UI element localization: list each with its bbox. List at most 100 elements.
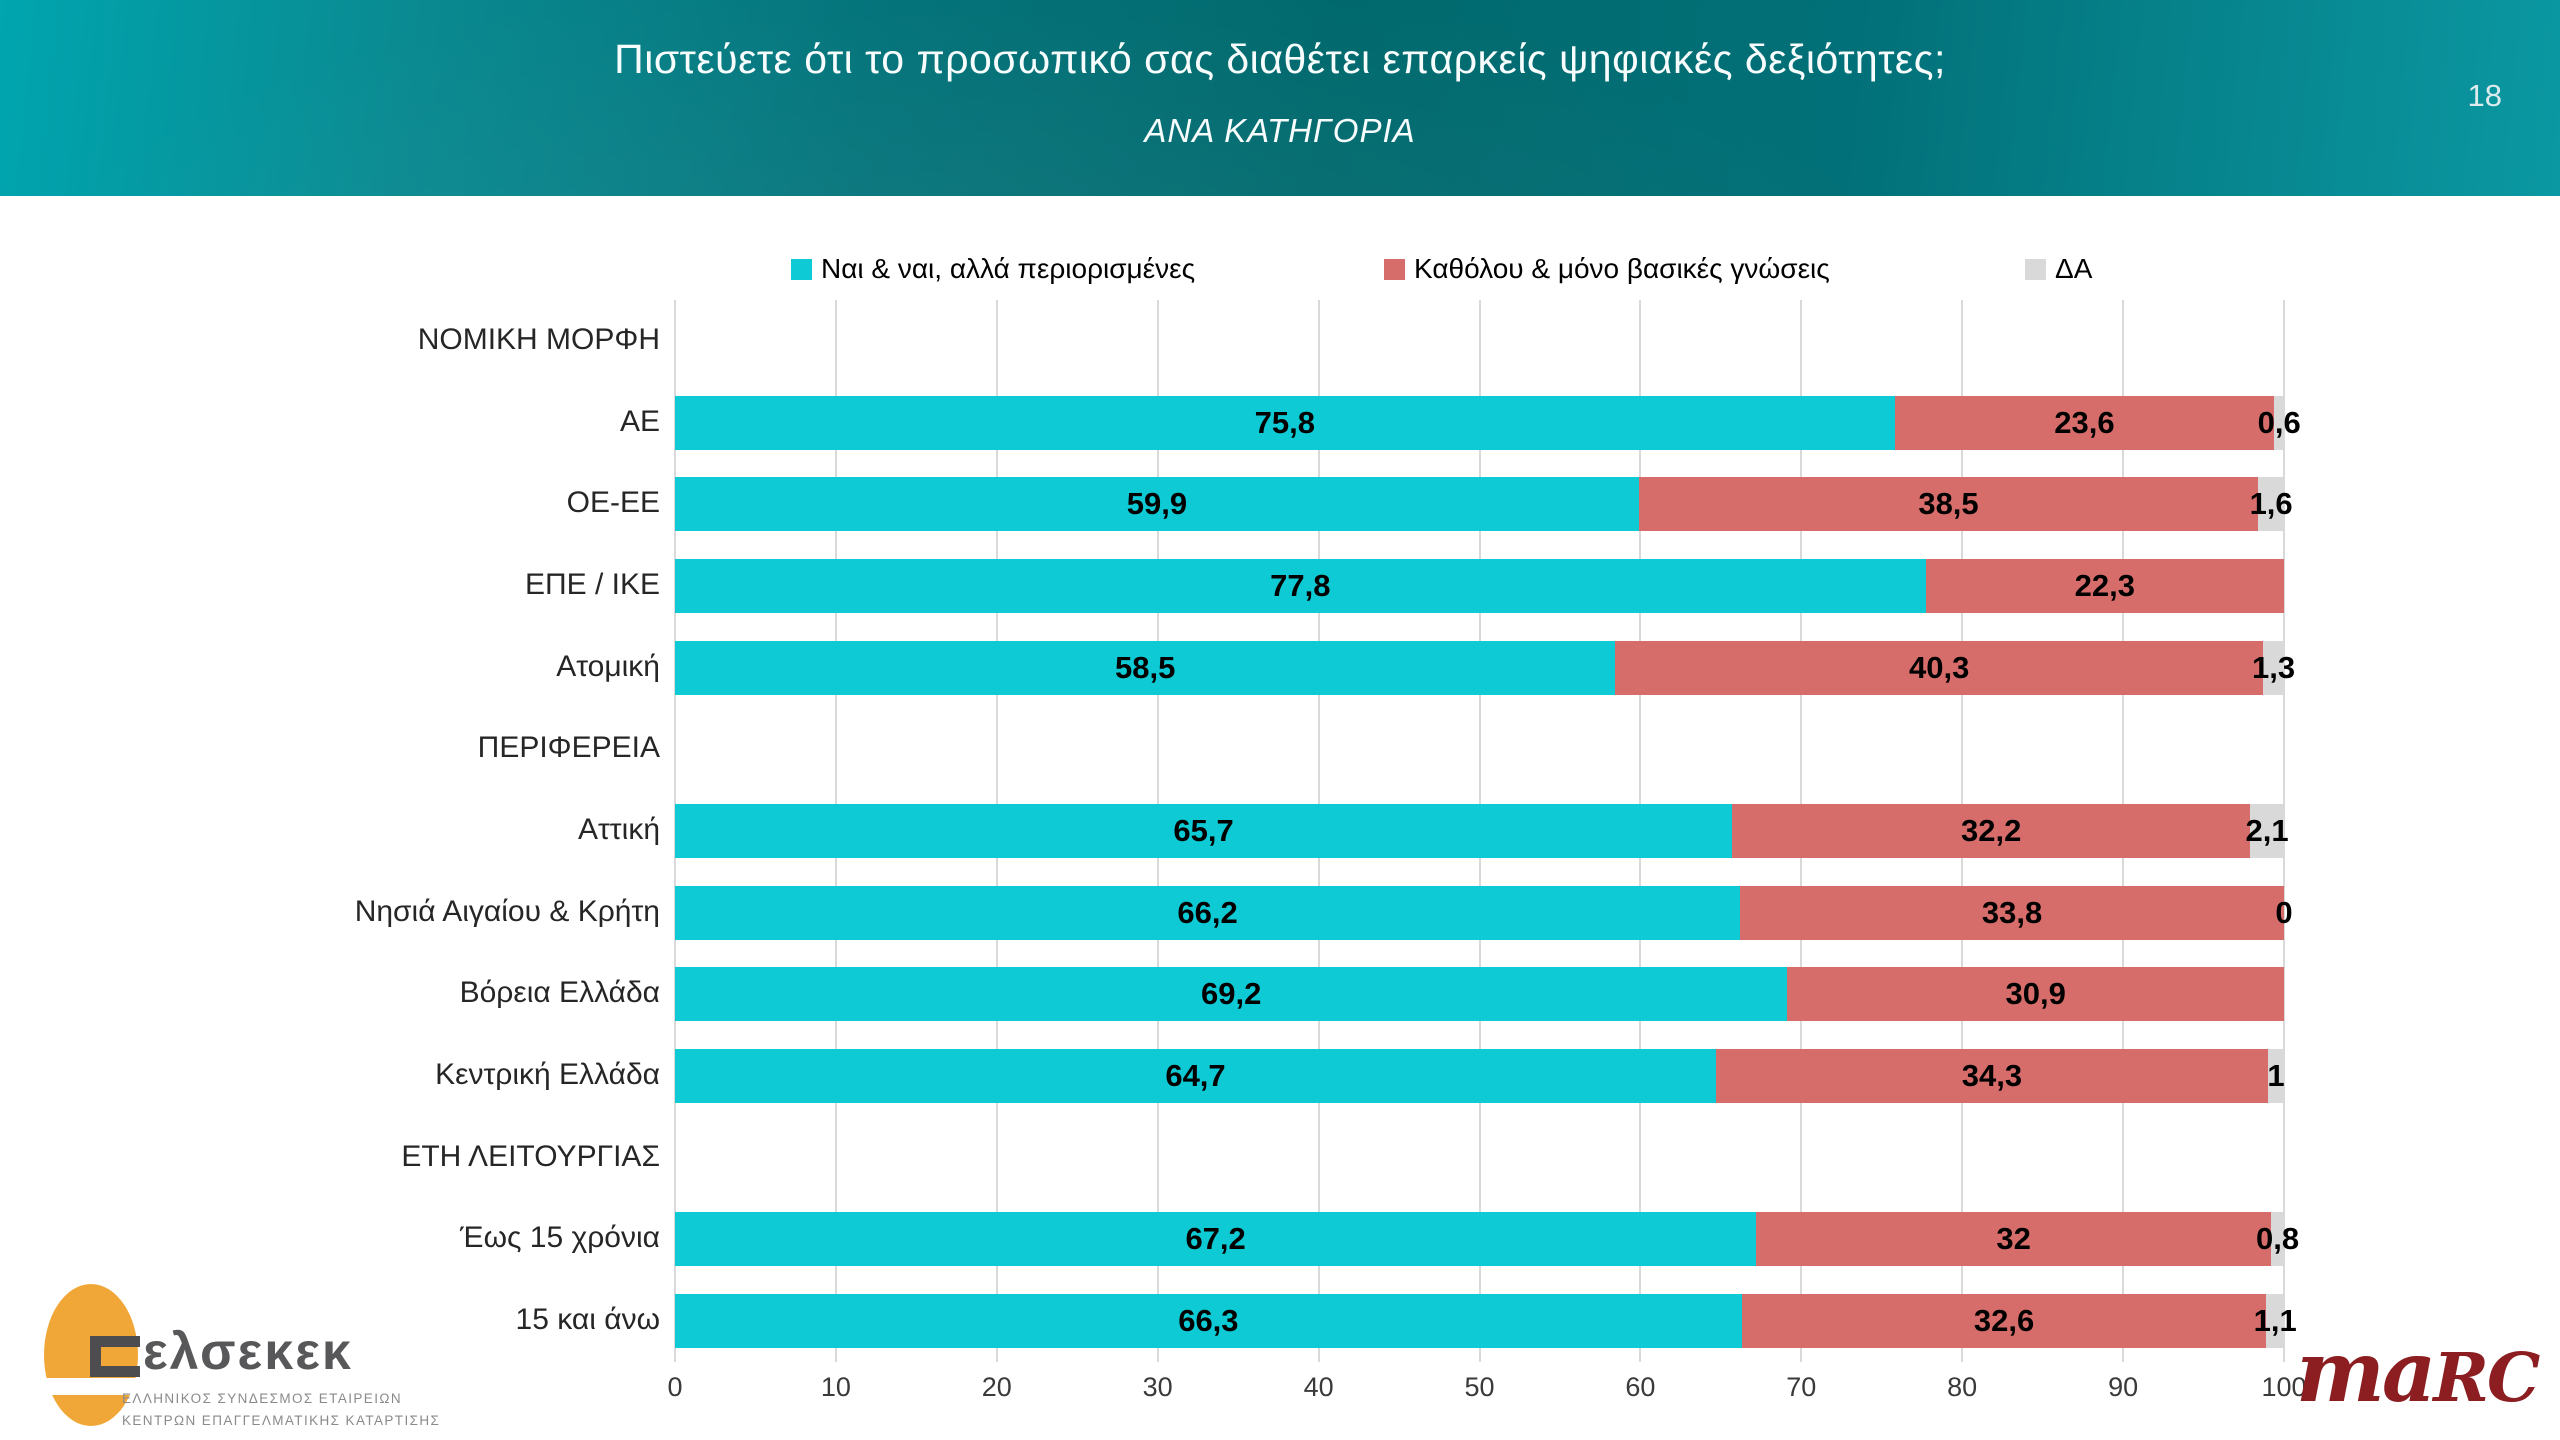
x-axis-tick: 0: [667, 1372, 683, 1402]
bar-segment-dk: 1,3: [2252, 640, 2295, 695]
legend-swatch: [791, 258, 812, 280]
stacked-bar: 66,3 32,6 1,1: [675, 1294, 2297, 1349]
x-axis-tick: 70: [1786, 1372, 1817, 1402]
stacked-bar: 67,2 32 0,8: [675, 1212, 2299, 1267]
bar-segment-yes: 65,7: [675, 803, 1733, 858]
bar-segment-dk: 1: [2267, 1049, 2285, 1104]
chart-row: 66,3 32,6 1,1: [675, 1280, 2297, 1362]
bar-segment-dk: 0,6: [2258, 395, 2301, 450]
value-label: 32: [1996, 1221, 2031, 1257]
x-axis-tick: 40: [1303, 1372, 1334, 1402]
stacked-bar: 77,8 22,3: [675, 558, 2284, 613]
category-label: Βόρεια Ελλάδα: [459, 976, 660, 1010]
legend-label: Ναι & ναι, αλλά περιορισμένες: [821, 253, 1196, 284]
bar-segment-yes: 69,2: [675, 967, 1788, 1022]
page-number: 18: [2467, 78, 2502, 113]
value-label: 58,5: [1114, 649, 1176, 685]
page-title: Πιστεύετε ότι το προσωπικό σας διαθέτει …: [614, 36, 1946, 82]
value-label: 59,9: [1126, 486, 1188, 522]
value-label: 64,7: [1165, 1058, 1226, 1094]
legend-label: Καθόλου & μόνο βασικές γνώσεις: [1414, 253, 1830, 284]
x-axis-tick: 10: [820, 1372, 851, 1402]
category-label: Νησιά Αιγαίου & Κρήτη: [354, 894, 660, 928]
value-label: 33,8: [1981, 894, 2043, 930]
value-label: 67,2: [1185, 1221, 1246, 1257]
gridline: [2283, 300, 2285, 1362]
value-label: 32,2: [1960, 812, 2022, 848]
x-axis-tick: 60: [1625, 1372, 1656, 1402]
value-label: 69,2: [1200, 976, 1262, 1012]
x-axis-tick: 100: [2261, 1372, 2307, 1402]
legend-swatch: [1384, 258, 1405, 280]
bar-segment-dk: 1,1: [2254, 1294, 2297, 1349]
elsekek-logo: ελσεκεκ ΕΛΛΗΝΙΚΟΣ ΣΥΝΔΕΣΜΟΣ ΕΤΑΙΡΕΙΩΝ ΚΕ…: [38, 1284, 441, 1434]
x-axis-tick: 30: [1142, 1372, 1173, 1402]
bar-segment-no: 32: [1756, 1212, 2272, 1267]
x-axis-tick: 80: [1947, 1372, 1978, 1402]
value-label: 22,3: [2074, 567, 2135, 603]
value-label: 1: [2267, 1058, 2285, 1094]
value-label: 1,6: [2249, 486, 2293, 522]
bar-segment-yes: 66,2: [675, 885, 1741, 940]
bar-segment-no: 32,6: [1741, 1294, 2267, 1349]
bar-segment-no: 30,9: [1787, 967, 2284, 1022]
stacked-bar: 65,7 32,2 2,1: [675, 803, 2289, 858]
chart-row: 67,2 32 0,8: [675, 1199, 2299, 1281]
chart-row: 69,2 30,9: [675, 954, 2284, 1036]
chart-row: 64,7 34,3 1: [675, 1035, 2285, 1117]
chart-row: 58,5 40,3 1,3: [675, 627, 2295, 709]
value-label: 1,1: [2253, 1303, 2297, 1339]
stacked-bar: 69,2 30,9: [675, 967, 2284, 1022]
category-label: Έως 15 χρόνια: [460, 1221, 660, 1255]
bar-segment-no: 23,6: [1894, 395, 2275, 450]
stacked-bar: 75,8 23,6 0,6: [675, 395, 2301, 450]
elsekek-caption: ΕΛΛΗΝΙΚΟΣ ΣΥΝΔΕΣΜΟΣ ΕΤΑΙΡΕΙΩΝ ΚΕΝΤΡΩΝ ΕΠ…: [122, 1391, 441, 1428]
elsekek-wordmark: ελσεκεκ: [143, 1323, 353, 1381]
bar-segment-no: 38,5: [1638, 477, 2259, 532]
category-label: Αττική: [577, 813, 660, 846]
chart-row: 75,8 23,6 0,6: [675, 382, 2301, 464]
category-label: 15 και άνω: [515, 1303, 660, 1337]
x-axis-tick: 90: [2108, 1372, 2139, 1402]
header-band: Πιστεύετε ότι το προσωπικό σας διαθέτει …: [0, 0, 2560, 196]
category-label: ΑΕ: [619, 404, 660, 438]
legend-label: ΔΑ: [2055, 253, 2093, 284]
value-label: 40,3: [1909, 649, 1970, 685]
category-label: Ατομική: [556, 649, 660, 683]
bar-segment-no: 34,3: [1716, 1049, 2268, 1104]
legend-item: ΔΑ: [2025, 252, 2092, 286]
value-label: 65,7: [1173, 812, 1234, 848]
bar-segment-no: 40,3: [1615, 640, 2264, 695]
section-label: ΕΤΗ ΛΕΙΤΟΥΡΓΙΑΣ: [401, 1139, 660, 1173]
bar-segment-dk: 2,1: [2246, 803, 2289, 858]
bar-segment-yes: 67,2: [675, 1212, 1757, 1267]
chart-row: 59,9 38,5 1,6: [675, 463, 2293, 545]
bar-segment-yes: 77,8: [675, 558, 1926, 613]
bar-segment-yes: 75,8: [675, 395, 1895, 450]
category-label: ΕΠΕ / ΙΚΕ: [524, 567, 660, 601]
bar-segment-dk: 0,8: [2256, 1212, 2299, 1267]
bar-segment-yes: 66,3: [675, 1294, 1742, 1349]
stacked-bar: 59,9 38,5 1,6: [675, 477, 2293, 532]
legend-swatch: [2025, 258, 2046, 280]
page-subtitle: ΑΝΑ ΚΑΤΗΓΟΡΙΑ: [1144, 112, 1416, 149]
bar-segment-no: 32,2: [1732, 803, 2251, 858]
bar-segment-yes: 58,5: [675, 640, 1616, 695]
chart-row: 65,7 32,2 2,1: [675, 790, 2289, 872]
bar-segment-no: 22,3: [1925, 558, 2284, 613]
bar-segment-yes: 64,7: [675, 1049, 1717, 1104]
x-axis-tick: 50: [1464, 1372, 1495, 1402]
chart-row: 77,8 22,3: [675, 545, 2284, 627]
value-label: 66,2: [1177, 894, 1238, 930]
value-label: 23,6: [2054, 404, 2115, 440]
section-label: ΠΕΡΙΦΕΡΕΙΑ: [477, 731, 660, 765]
elsekek-bracket-icon: [90, 1336, 140, 1377]
value-label: 75,8: [1254, 404, 1315, 440]
stacked-bar: 66,2 33,8 0: [675, 885, 2293, 940]
bar-segment-no: 33,8: [1740, 885, 2284, 940]
bar-segment-yes: 59,9: [675, 477, 1639, 532]
value-label: 2,1: [2245, 812, 2289, 848]
value-label: 38,5: [1918, 486, 1979, 522]
legend-item: Καθόλου & μόνο βασικές γνώσεις: [1384, 252, 1830, 286]
